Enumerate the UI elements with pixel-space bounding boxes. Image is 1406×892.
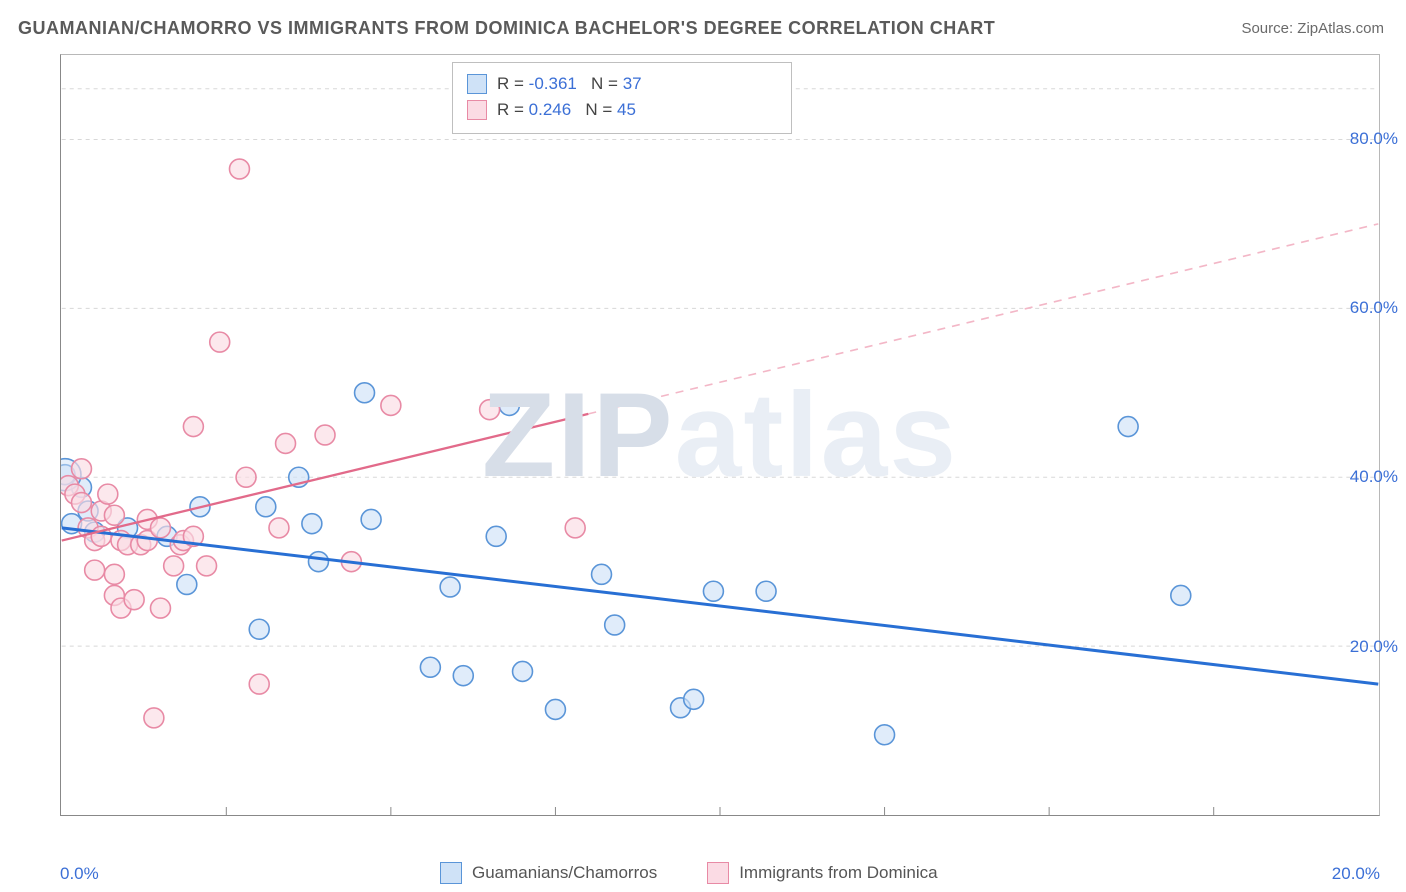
correlation-legend: R = -0.361 N = 37 R = 0.246 N = 45 <box>452 62 792 134</box>
legend-swatch <box>707 862 729 884</box>
y-tick-label: 20.0% <box>1350 637 1398 657</box>
y-tick-label: 40.0% <box>1350 467 1398 487</box>
legend-swatch <box>467 74 487 94</box>
legend-swatch <box>440 862 462 884</box>
source-label: Source: ZipAtlas.com <box>1241 20 1384 37</box>
y-tick-labels: 20.0% 40.0% 60.0% 80.0% <box>1328 54 1398 816</box>
y-tick-label: 60.0% <box>1350 298 1398 318</box>
chart-container: GUAMANIAN/CHAMORRO VS IMMIGRANTS FROM DO… <box>0 0 1406 892</box>
series-legend-label: Guamanians/Chamorros <box>472 863 657 883</box>
legend-row: R = -0.361 N = 37 <box>467 71 777 97</box>
legend-text: R = -0.361 N = 37 <box>497 74 642 94</box>
series-legend: Guamanians/Chamorros Immigrants from Domi… <box>440 862 938 884</box>
series-legend-item: Immigrants from Dominica <box>707 862 937 884</box>
chart-title: GUAMANIAN/CHAMORRO VS IMMIGRANTS FROM DO… <box>18 18 995 39</box>
plot-svg <box>61 55 1379 815</box>
legend-text: R = 0.246 N = 45 <box>497 100 636 120</box>
legend-row: R = 0.246 N = 45 <box>467 97 777 123</box>
series-legend-label: Immigrants from Dominica <box>739 863 937 883</box>
plot-area: ZIPatlas <box>60 54 1380 816</box>
x-tick-label: 0.0% <box>60 864 99 884</box>
x-tick-label: 20.0% <box>1332 864 1380 884</box>
y-tick-label: 80.0% <box>1350 129 1398 149</box>
legend-swatch <box>467 100 487 120</box>
series-legend-item: Guamanians/Chamorros <box>440 862 657 884</box>
